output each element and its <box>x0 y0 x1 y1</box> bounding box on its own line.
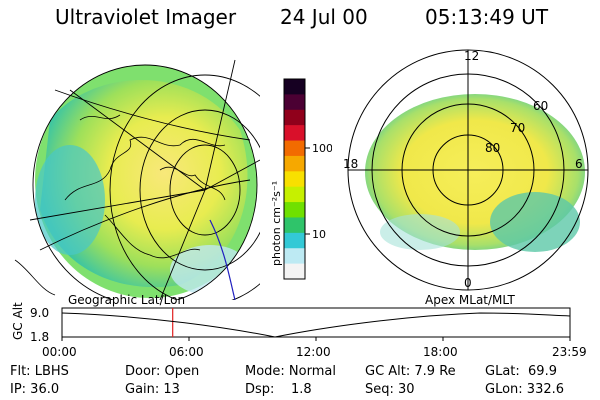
color-scale-cell <box>284 232 305 249</box>
mlt-label-0: 0 <box>464 276 472 290</box>
timeline-frame <box>61 307 571 338</box>
polar-grid <box>347 49 589 291</box>
timeline-y-min: 1.8 <box>30 330 49 344</box>
status-gc-alt: GC Alt: 7.9 Re <box>365 364 456 379</box>
status-glon: GLon: 332.6 <box>485 382 565 397</box>
status-flt: Flt: LBHS <box>10 364 69 379</box>
time-label: 05:13:49 UT <box>425 5 549 29</box>
color-scale-cell <box>284 79 305 95</box>
status-door: Door: Open <box>125 364 200 379</box>
status-glat: GLat: 69.9 <box>485 364 557 379</box>
status-mode: Mode: Normal <box>245 364 336 379</box>
timeline-x-1200: 12:00 <box>296 345 331 359</box>
color-tick-10: 10 <box>312 228 326 241</box>
terminator-line <box>209 219 236 300</box>
polar-mlt-plot: 12 18 6 0 60 70 80 <box>343 49 589 291</box>
mlt-label-18: 18 <box>343 157 358 171</box>
lat-label-80: 80 <box>485 141 500 155</box>
color-scale-cell <box>284 171 305 188</box>
status-dsp: Dsp: 1.8 <box>245 382 312 397</box>
timeline-ticks <box>61 337 571 341</box>
altitude-timeline: GC Alt 9.0 1.8 00:00 06:00 12:00 18:00 2… <box>11 302 587 359</box>
timeline-y-max: 9.0 <box>30 306 49 320</box>
timeline-x-0600: 06:00 <box>169 345 204 359</box>
color-scale-cell <box>284 109 305 126</box>
color-scale-cell <box>284 155 305 172</box>
apex-label: Apex MLat/MLT <box>425 293 515 307</box>
auroral-oval <box>365 94 585 252</box>
instrument-title: Ultraviolet Imager <box>55 5 237 29</box>
color-tick-100: 100 <box>312 142 332 155</box>
status-gain: Gain: 13 <box>125 382 180 397</box>
lat-label-60: 60 <box>533 99 548 113</box>
timeline-x-0000: 00:00 <box>42 345 77 359</box>
color-scale-cell <box>284 186 305 203</box>
mlt-label-12: 12 <box>464 49 479 63</box>
color-scale-cell <box>284 94 305 111</box>
color-scale-cell <box>284 202 305 218</box>
geographic-label: Geographic Lat/Lon <box>68 293 186 307</box>
mlt-label-6: 6 <box>575 157 583 171</box>
timeline-x-2359: 23:59 <box>552 345 587 359</box>
altitude-curve <box>61 312 571 338</box>
date-label: 24 Jul 00 <box>280 5 368 29</box>
color-scale-cell <box>284 217 305 234</box>
status-seq: Seq: 30 <box>365 382 415 397</box>
grid-lines <box>29 59 260 300</box>
color-scale-cell <box>284 248 305 265</box>
color-scale-cell <box>284 125 305 142</box>
timeline-axis-title: GC Alt <box>11 302 25 340</box>
geographic-map <box>14 59 260 300</box>
color-scale-cell <box>284 140 305 157</box>
timeline-x-1800: 18:00 <box>423 345 458 359</box>
status-ip: IP: 36.0 <box>10 382 60 397</box>
color-scale: 100 10 photon cm⁻²s⁻¹ <box>270 78 332 280</box>
color-scale-label: photon cm⁻²s⁻¹ <box>270 181 283 266</box>
color-scale-cell <box>284 263 305 280</box>
color-scale-bar <box>284 79 305 280</box>
coastlines <box>14 114 226 296</box>
lat-label-70: 70 <box>510 121 525 135</box>
